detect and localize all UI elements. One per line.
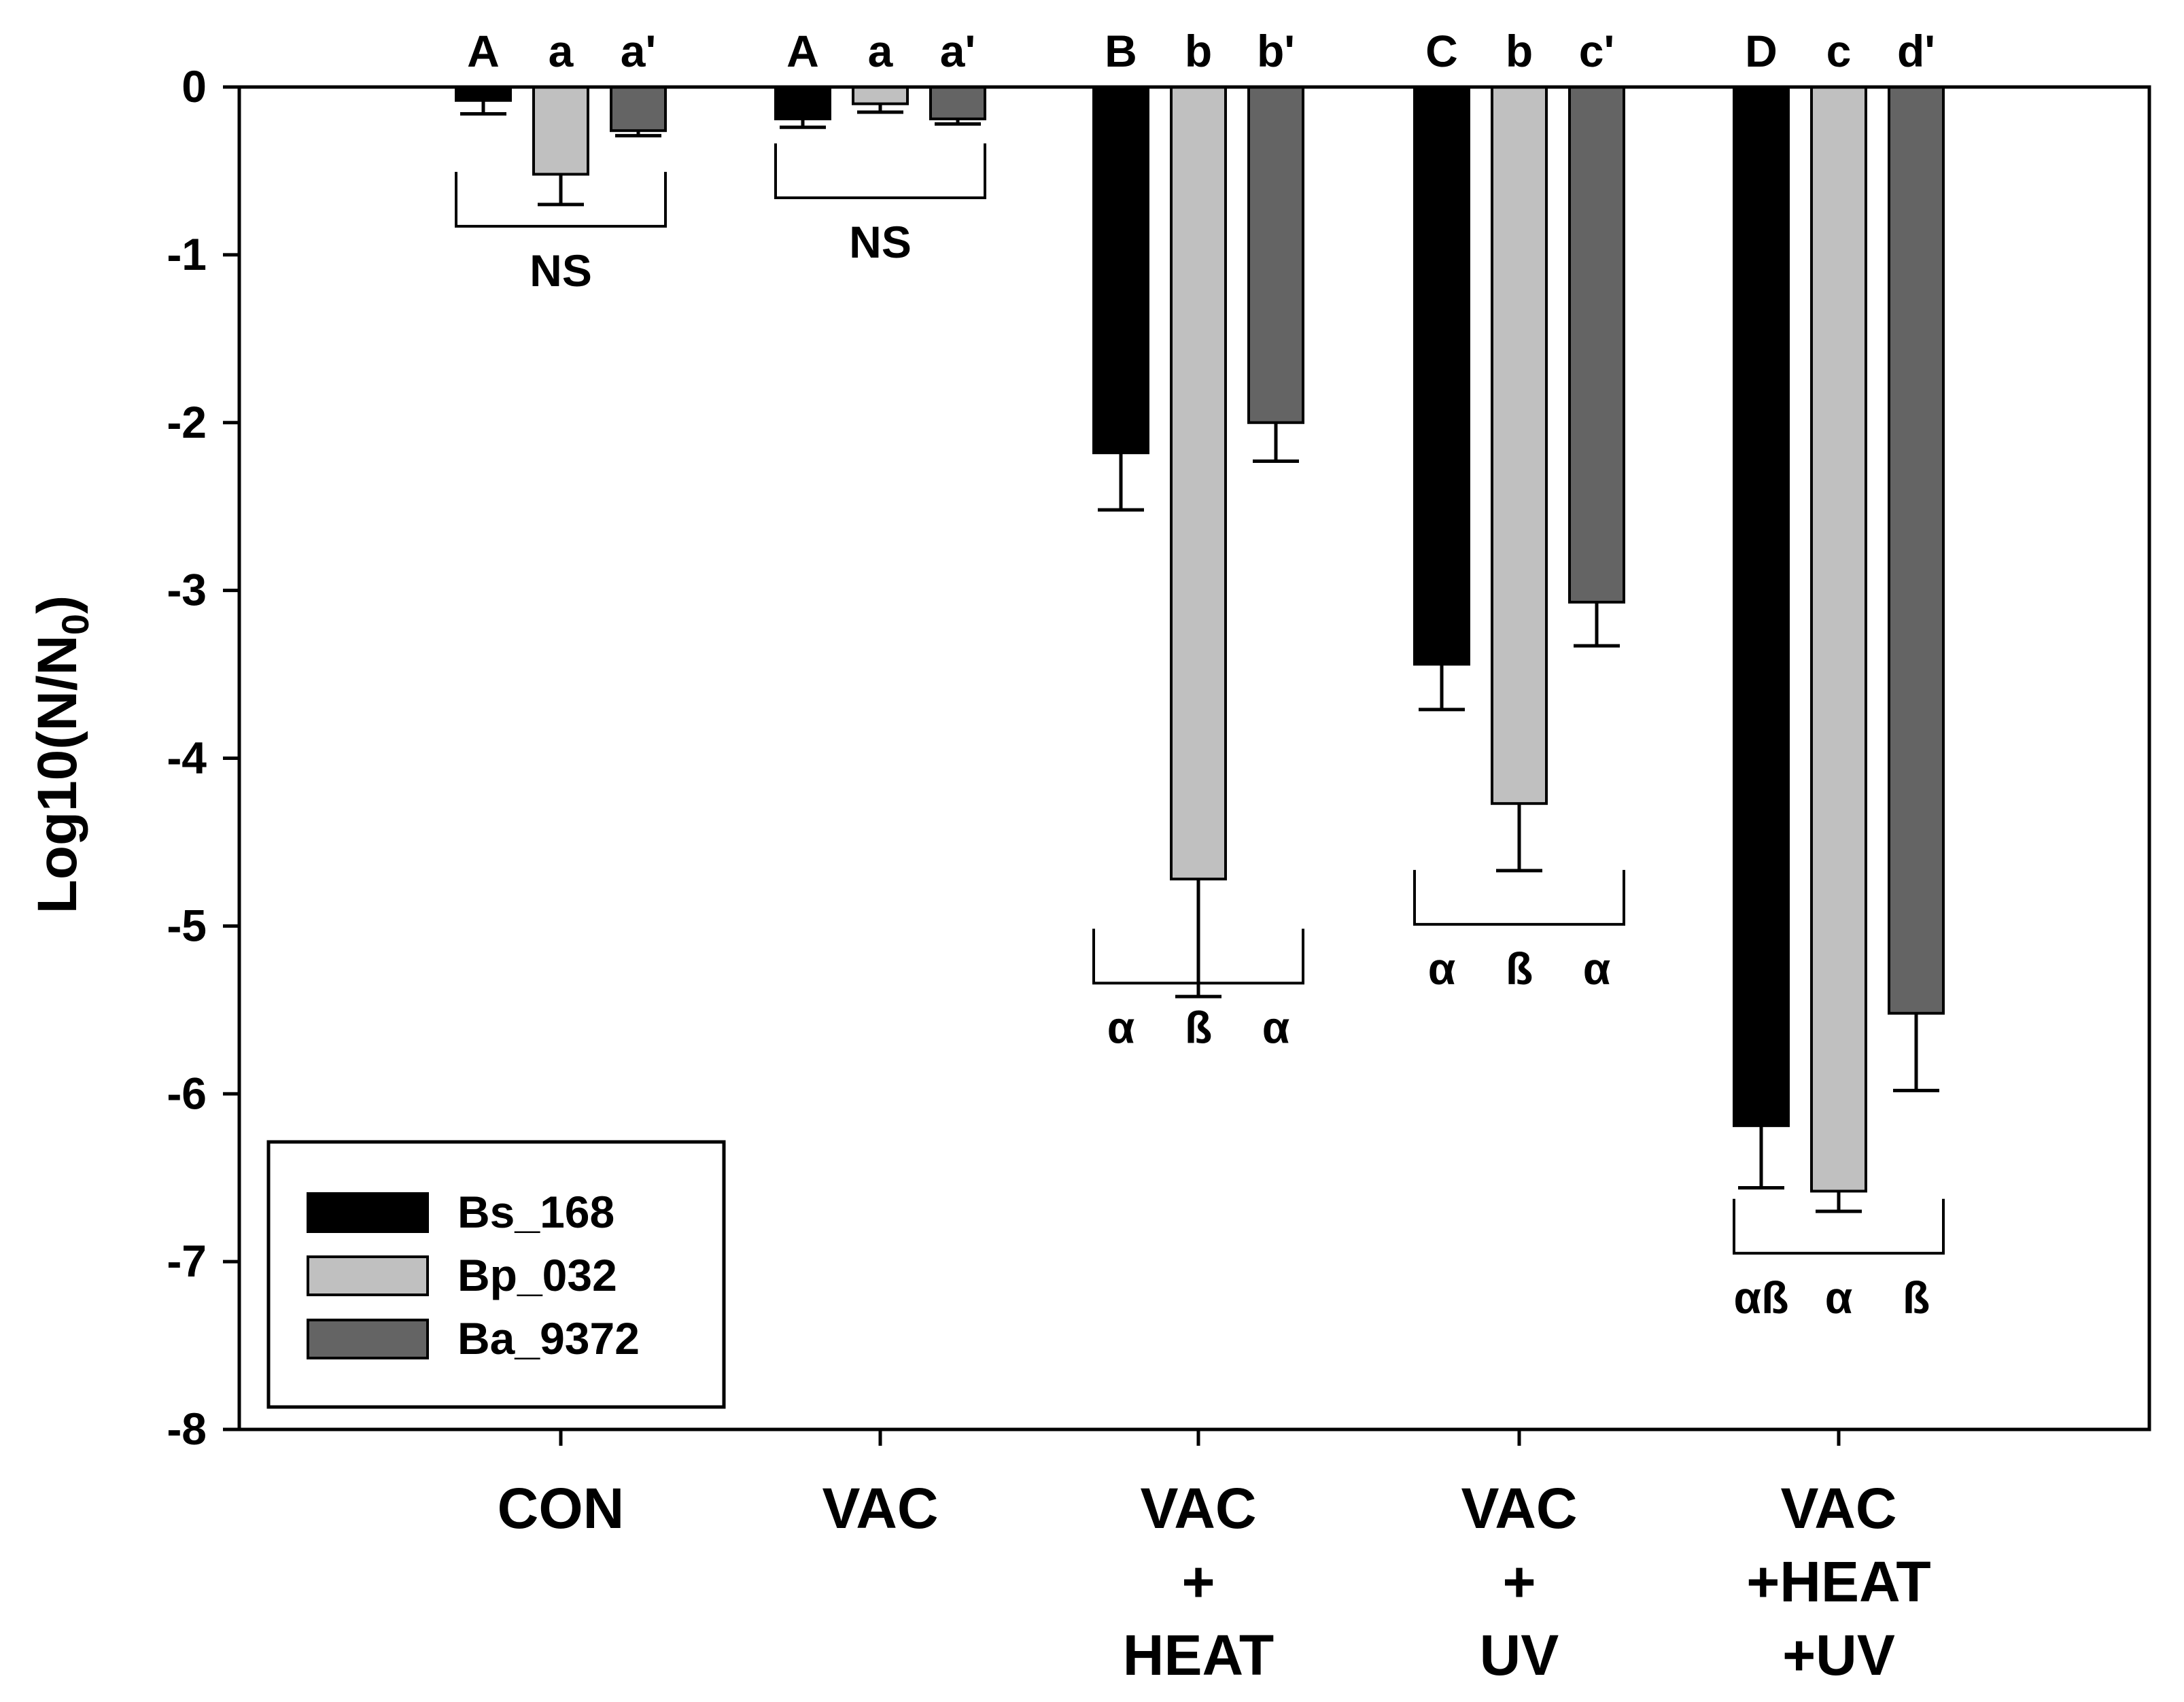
significance-letter: d' [1897, 26, 1935, 76]
y-tick-label: -2 [167, 397, 207, 447]
bar-Bp_032 [1170, 86, 1227, 881]
significance-letter: B [1105, 26, 1137, 76]
bracket-label: α [1107, 1002, 1135, 1052]
x-tick-label: +HEAT [1746, 1550, 1930, 1614]
bar-Bp_032 [532, 86, 589, 176]
x-tick-label: HEAT [1123, 1623, 1274, 1687]
y-axis-title: Log10(N/N0) [27, 595, 97, 914]
bar-Bs_168 [1092, 86, 1149, 455]
group-bracket [1092, 928, 1304, 985]
x-tick-label: + [1502, 1550, 1536, 1614]
x-tick-label: CON [498, 1476, 625, 1540]
legend-label: Bp_032 [457, 1250, 617, 1300]
bar-Bs_168 [1733, 86, 1790, 1128]
bar-Bp_032 [1810, 86, 1867, 1193]
significance-letter: c [1826, 26, 1852, 76]
bracket-label: ß [1185, 1002, 1212, 1052]
bar-Bp_032 [1491, 86, 1548, 805]
significance-letter: a' [940, 26, 975, 76]
group-bracket [1733, 1198, 1945, 1255]
group-bracket [774, 143, 986, 199]
y-tick-label: -4 [167, 733, 207, 783]
y-tick-label: -5 [167, 900, 207, 950]
significance-letter: D [1745, 26, 1778, 76]
x-tick-label: VAC [1461, 1476, 1577, 1540]
x-tick-label: VAC [1780, 1476, 1896, 1540]
bar-Bp_032 [852, 86, 909, 105]
significance-letter: C [1425, 26, 1458, 76]
bracket-label: αß [1734, 1272, 1789, 1323]
bracket-label: ß [1903, 1272, 1930, 1323]
legend-swatch [307, 1255, 429, 1296]
x-tick-label: + [1181, 1550, 1215, 1614]
y-tick-label: 0 [181, 61, 207, 111]
bar-Bs_168 [455, 86, 512, 102]
bar-Ba_9372 [610, 86, 667, 133]
legend-swatch [307, 1319, 429, 1359]
significance-letter: A [786, 26, 819, 76]
significance-letter: b [1506, 26, 1533, 76]
bar-Ba_9372 [1247, 86, 1304, 424]
x-tick-label: VAC [1140, 1476, 1256, 1540]
y-tick-label: -8 [167, 1404, 207, 1454]
x-tick-label: UV [1480, 1623, 1559, 1687]
significance-letter: a' [621, 26, 656, 76]
bracket-label: α [1428, 943, 1456, 994]
y-tick-label: -1 [167, 229, 207, 279]
bracket-label: α [1262, 1002, 1290, 1052]
significance-letter: b' [1257, 26, 1295, 76]
y-tick-label: -6 [167, 1068, 207, 1118]
bar-Ba_9372 [1888, 86, 1945, 1015]
bracket-label: NS [849, 217, 912, 267]
legend-swatch [307, 1192, 429, 1233]
significance-letter: a [868, 26, 894, 76]
significance-letter: b [1185, 26, 1212, 76]
x-tick-label: +UV [1782, 1623, 1895, 1687]
bar-Bs_168 [774, 86, 831, 120]
bracket-label: α [1583, 943, 1611, 994]
group-bracket [1413, 869, 1625, 926]
y-tick-label: -3 [167, 565, 207, 615]
group-bracket [455, 171, 667, 228]
significance-letter: c' [1579, 26, 1614, 76]
legend-label: Bs_168 [457, 1187, 614, 1237]
significance-letter: A [467, 26, 500, 76]
y-tick-label: -7 [167, 1236, 207, 1286]
bar-Ba_9372 [929, 86, 986, 120]
bar-Bs_168 [1413, 86, 1470, 666]
bracket-label: ß [1506, 943, 1533, 994]
x-tick-label: VAC [822, 1476, 938, 1540]
bar-Ba_9372 [1568, 86, 1625, 604]
significance-letter: a [549, 26, 574, 76]
legend-label: Ba_9372 [457, 1313, 640, 1364]
bracket-label: NS [530, 245, 592, 296]
bracket-label: α [1825, 1272, 1853, 1323]
